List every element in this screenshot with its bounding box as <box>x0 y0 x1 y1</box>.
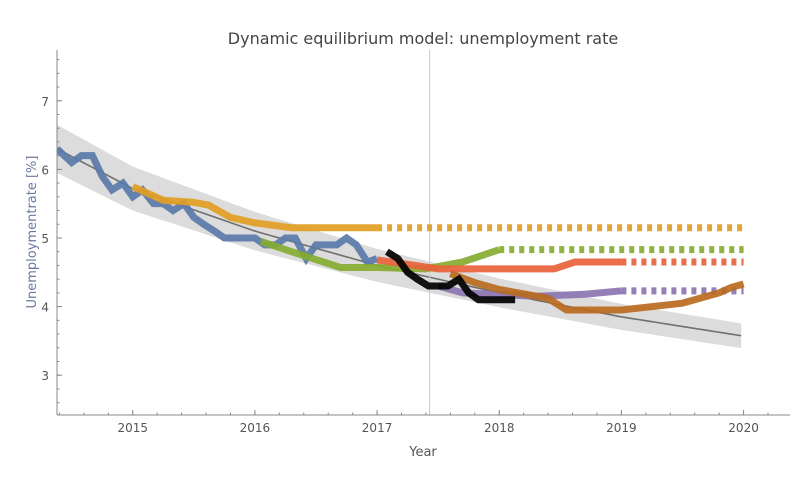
series-line-1 <box>131 183 378 232</box>
x-tick-label: 2018 <box>484 421 515 435</box>
chart-title: Dynamic equilibrium model: unemployment … <box>228 29 618 48</box>
series-line-9 <box>449 270 745 314</box>
series-line-3 <box>259 238 501 273</box>
axes: 2015 2016 2017 2018 2019 2020 3 4 5 6 7 <box>41 50 790 435</box>
y-tick-label: 3 <box>41 369 49 383</box>
x-tick-label: 2016 <box>240 421 271 435</box>
y-tick-label: 4 <box>41 301 49 315</box>
x-axis-label: Year <box>408 445 437 460</box>
x-tick-label: 2015 <box>117 421 148 435</box>
series-line-0 <box>57 146 379 267</box>
trend-band <box>57 124 742 349</box>
x-tick-label: 2019 <box>606 421 637 435</box>
x-tick-label: 2017 <box>362 421 393 435</box>
series-line-5 <box>376 256 622 273</box>
y-tick-label: 7 <box>41 95 49 109</box>
x-tick-label: 2020 <box>728 421 759 435</box>
y-tick-label: 6 <box>41 163 49 177</box>
y-tick-label: 5 <box>41 232 49 246</box>
series-group <box>57 50 745 415</box>
series-line-10 <box>384 248 516 304</box>
plot-area <box>57 50 745 415</box>
y-axis-label: Unemploymentrate [%] <box>25 156 40 309</box>
